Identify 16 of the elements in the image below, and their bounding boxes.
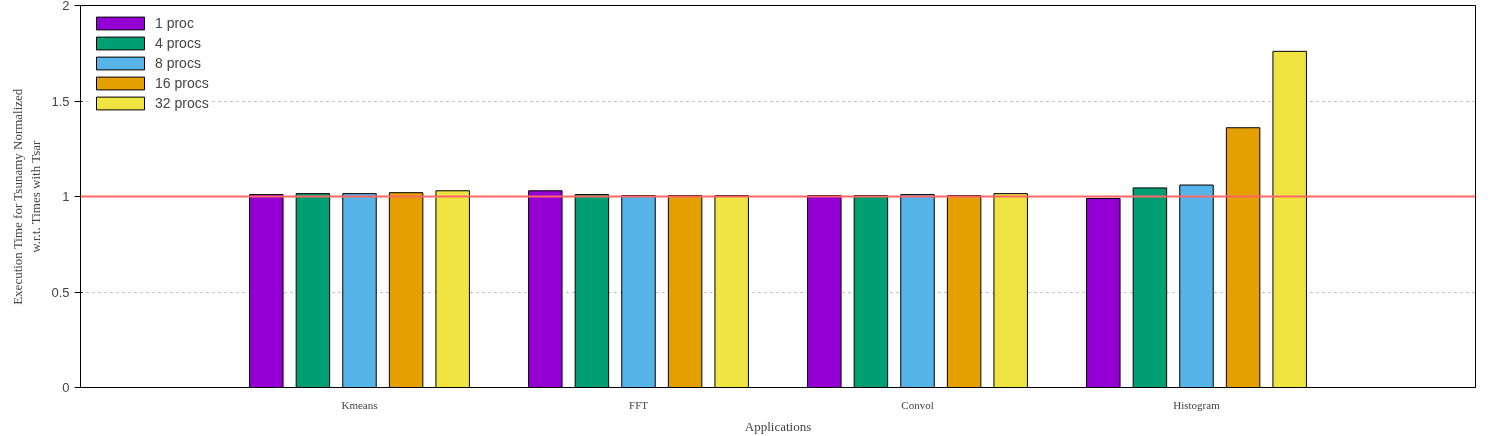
y-tick-label: 2: [62, 0, 70, 13]
legend-label: 4 procs: [155, 35, 201, 51]
legend-label: 32 procs: [155, 95, 209, 111]
y-tick-label: 0.5: [51, 284, 70, 300]
x-tick-label: Kmeans: [341, 398, 378, 411]
x-tick-label: FFT: [629, 398, 649, 411]
x-tick-label: Histogram: [1173, 398, 1221, 411]
x-axis-title: Applications: [744, 418, 812, 434]
y-tick-label: 0: [62, 380, 70, 395]
legend-label: 16 procs: [155, 75, 209, 91]
y-tick-label: 1: [62, 189, 70, 204]
y-tick-label: 1.5: [51, 93, 70, 109]
legend-label: 8 procs: [155, 55, 201, 71]
x-tick-label: Convol: [901, 398, 934, 411]
legend-label: 1 proc: [155, 15, 194, 31]
y-axis-title: Execution Time for Tsunamy Normalized w.r.t. Times with Tsar: [10, 88, 44, 305]
